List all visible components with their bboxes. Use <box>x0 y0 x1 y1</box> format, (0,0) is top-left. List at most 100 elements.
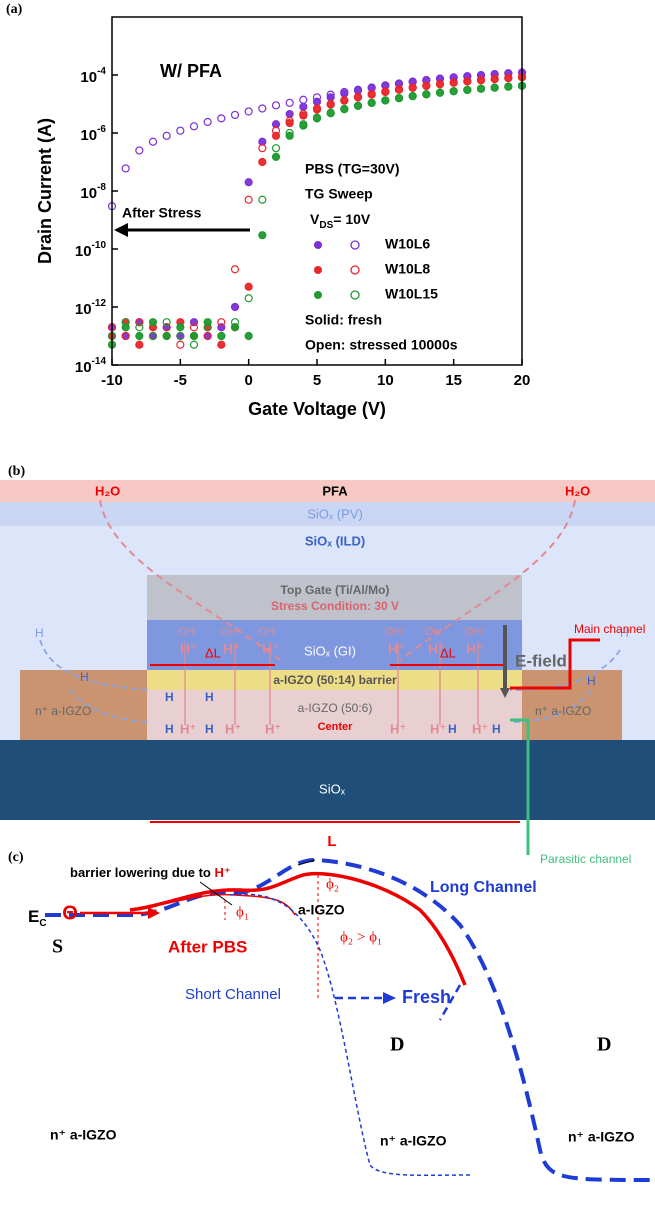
fresh-point <box>423 82 430 89</box>
stressed-point <box>273 102 280 109</box>
legend-label: W10L6 <box>385 236 430 252</box>
panel-b: (b) H₂O H₂O PFA SiOₓ (PV) SiOₓ (ILD) Top… <box>0 464 655 866</box>
legend-marker <box>351 291 359 299</box>
label: H⁺ <box>180 641 198 657</box>
fresh-point <box>396 86 403 93</box>
fresh-point <box>286 132 293 139</box>
fresh-point <box>382 97 389 104</box>
fresh-point <box>478 85 485 92</box>
label: H⁺ <box>388 641 406 657</box>
after-pbs-label: After PBS <box>168 937 247 956</box>
condition: PBS (TG=30V) <box>305 161 400 177</box>
fresh-point <box>437 81 444 88</box>
fresh-point <box>286 120 293 127</box>
stressed-point <box>232 266 239 273</box>
y-tick-label: 10-6 <box>80 124 106 144</box>
label: H⁺ <box>472 721 488 736</box>
fresh-point <box>232 324 239 331</box>
stressed-point <box>177 341 184 348</box>
label: E-field <box>515 651 567 670</box>
y-tick-label: 10-4 <box>80 66 106 86</box>
fresh-point <box>136 341 143 348</box>
label: H⁺ <box>180 721 196 736</box>
inset-title: W/ PFA <box>160 61 222 81</box>
fresh-point <box>368 100 375 107</box>
fresh-point <box>450 88 457 95</box>
n-plus-label: n⁺ a-IGZO <box>568 1129 635 1145</box>
fresh-point <box>218 341 225 348</box>
label: ΔL <box>205 645 221 660</box>
fresh-point <box>423 91 430 98</box>
label: H⁺ <box>262 641 280 657</box>
phi1: ϕ₁ <box>236 904 249 920</box>
label: H <box>205 690 214 704</box>
fresh-point <box>327 101 334 108</box>
fresh-label: Fresh <box>402 987 451 1007</box>
stressed-point <box>273 145 280 152</box>
figure: (a) W/ PFA PBS (TG=30V) TG Sweep VDS= 10… <box>0 0 655 1210</box>
fresh-point <box>368 91 375 98</box>
substrate <box>0 740 655 820</box>
y-tick-label: 10-10 <box>75 240 107 260</box>
legend-label: W10L8 <box>385 261 430 277</box>
long-label: Long Channel <box>430 879 537 896</box>
label: OH⁻ <box>385 626 408 638</box>
label: H⁺ <box>225 721 241 736</box>
stressed-point <box>218 115 225 122</box>
panel-label: (c) <box>8 850 24 865</box>
label: PFA <box>322 483 348 498</box>
fresh-point <box>163 333 170 340</box>
fresh-point <box>300 122 307 129</box>
fresh-point <box>245 179 252 186</box>
stressed-point <box>177 127 184 134</box>
stressed-point <box>191 341 198 348</box>
label: H⁺ <box>390 721 406 736</box>
label: SiOₓ <box>319 781 346 796</box>
label: SiOₓ (ILD) <box>305 533 365 548</box>
x-tick-label: 5 <box>313 372 321 389</box>
stressed-point <box>245 196 252 203</box>
label: OH⁻ <box>425 626 448 638</box>
stressed-point <box>259 196 266 203</box>
fresh-point <box>396 95 403 102</box>
fresh-point <box>464 86 471 93</box>
fresh-point <box>505 75 512 82</box>
legend-note: Open: stressed 10000s <box>305 337 458 353</box>
x-tick-label: 0 <box>244 372 252 389</box>
fresh-point <box>341 97 348 104</box>
fresh-point <box>355 102 362 109</box>
label: SiOₓ (PV) <box>307 506 363 521</box>
fresh-point <box>122 324 129 331</box>
note-ion: H⁺ <box>214 865 230 880</box>
fresh-point <box>450 79 457 86</box>
fresh-point <box>300 112 307 119</box>
label: H <box>35 626 44 640</box>
label: a-IGZO (50:6) <box>298 701 373 715</box>
fresh-point <box>286 111 293 118</box>
label: H <box>448 722 457 736</box>
fresh-point <box>218 333 225 340</box>
drain-label: D <box>597 1034 611 1056</box>
fresh-point <box>437 89 444 96</box>
panel-c: (c) barrier lowering due to H⁺ Θ EC S Af… <box>8 850 655 1180</box>
note-text: barrier lowering due to <box>70 865 214 880</box>
fresh-point <box>327 110 334 117</box>
fresh-point <box>491 76 498 83</box>
stressed-point <box>136 147 143 154</box>
label: OH⁻ <box>258 626 281 638</box>
label: H <box>587 674 596 688</box>
note: barrier lowering due to H⁺ <box>70 865 231 880</box>
stressed-point <box>232 111 239 118</box>
fresh-point <box>327 94 334 101</box>
x-tick-label: -5 <box>174 372 187 389</box>
fresh-point <box>245 283 252 290</box>
fresh-point <box>341 106 348 113</box>
fresh-point <box>464 78 471 85</box>
legend-marker <box>351 241 359 249</box>
label: Top Gate (Ti/Al/Mo) <box>281 583 390 597</box>
fresh-point <box>314 115 321 122</box>
fresh-point <box>259 159 266 166</box>
stressed-point <box>300 96 307 103</box>
source-label: S <box>52 936 63 958</box>
label: Parasitic channel <box>540 852 631 866</box>
